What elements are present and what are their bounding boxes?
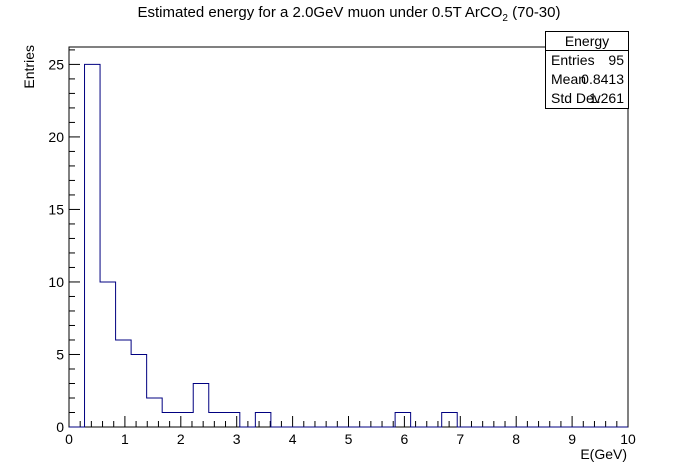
y-tick-label: 5	[56, 346, 64, 362]
x-tick-label: 9	[568, 431, 576, 447]
stats-row-entries: Entries 95	[546, 51, 628, 70]
y-tick-label: 10	[48, 274, 64, 290]
stats-row-mean: Mean 0.8413	[546, 70, 628, 89]
stats-key: Entries	[551, 52, 595, 68]
histogram-bin	[255, 412, 271, 427]
x-tick-label: 10	[620, 431, 636, 447]
histogram-bin	[100, 282, 116, 427]
x-tick-label: 4	[289, 431, 297, 447]
stats-key: Std Dev	[551, 90, 601, 106]
stats-title: Energy	[546, 32, 628, 51]
y-tick-label: 20	[48, 129, 64, 145]
x-tick-label: 5	[345, 431, 353, 447]
histogram-bin	[395, 412, 411, 427]
chart-title-subscript: 2	[502, 13, 508, 24]
chart-title: Estimated energy for a 2.0GeV muon under…	[0, 4, 698, 24]
y-tick-label: 25	[48, 56, 64, 72]
chart-title-main: Estimated energy for a 2.0GeV muon under…	[137, 4, 503, 21]
stats-value: 0.8413	[581, 71, 624, 87]
histogram-line	[69, 63, 628, 428]
stats-box: Energy Entries 95 Mean 0.8413 Std Dev 1.…	[545, 31, 629, 109]
y-tick-label: 15	[48, 201, 64, 217]
histogram-bin	[131, 354, 147, 427]
stats-row-stddev: Std Dev 1.261	[546, 89, 628, 108]
histogram-bin	[147, 398, 163, 427]
histogram-bin	[193, 383, 209, 427]
y-axis-label: Entries	[21, 45, 37, 89]
x-tick-label: 0	[65, 431, 73, 447]
x-tick-label: 6	[401, 431, 409, 447]
histogram-bin	[85, 64, 101, 427]
histogram-bin	[178, 412, 194, 427]
chart-title-tail: (70-30)	[507, 4, 561, 21]
histogram-bin	[116, 340, 132, 427]
histogram-bin	[224, 412, 240, 427]
histogram-bin	[209, 412, 225, 427]
x-tick-label: 2	[177, 431, 185, 447]
stats-value: 1.261	[588, 90, 624, 106]
y-tick-label: 0	[56, 419, 64, 435]
x-axis-ticks: 0 1 2 3 4 5 6 7 8 9 10	[65, 416, 636, 447]
histogram-bins	[85, 64, 458, 427]
y-axis-ticks: 0 5 10 15 20 25	[48, 49, 80, 435]
x-tick-label: 1	[121, 431, 129, 447]
x-tick-label: 3	[233, 431, 241, 447]
x-axis-label: E(GeV)	[580, 446, 627, 462]
x-tick-label: 8	[512, 431, 520, 447]
stats-value: 95	[608, 52, 624, 68]
x-tick-label: 7	[456, 431, 464, 447]
stats-key: Mean	[551, 71, 587, 87]
